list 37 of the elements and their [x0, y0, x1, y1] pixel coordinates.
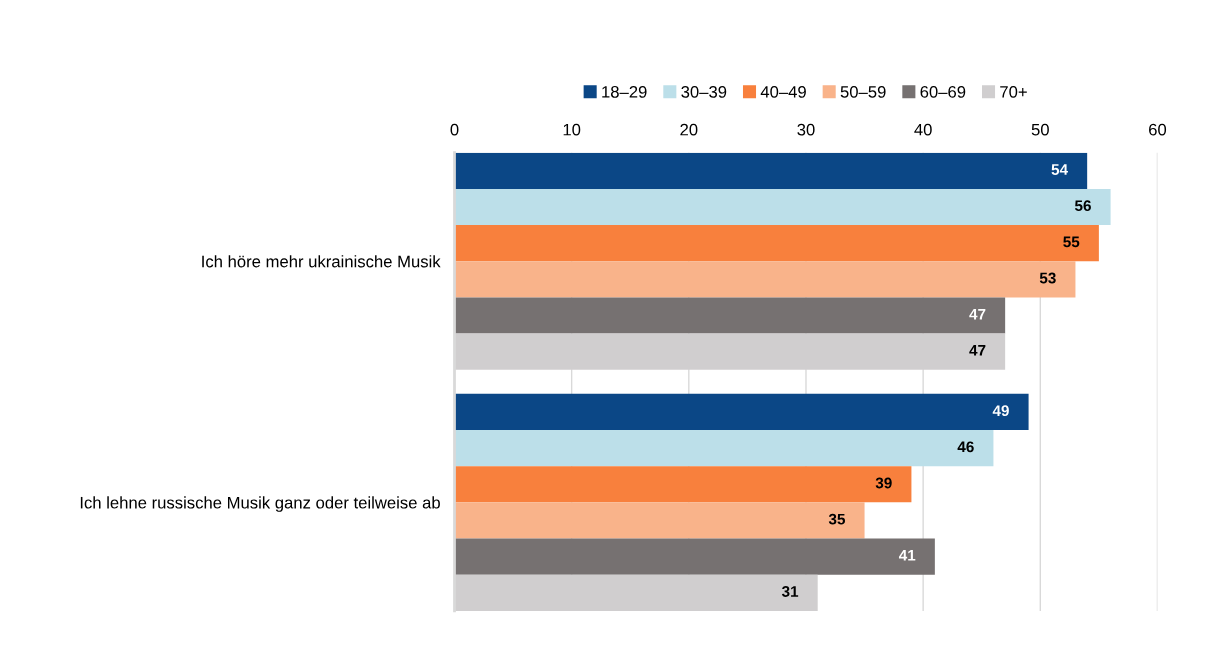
data-label: 54 [1051, 164, 1068, 175]
data-label: 55 [1063, 236, 1080, 248]
data-label: 31 [781, 586, 799, 597]
x-tick-label: 0 [450, 123, 459, 136]
bar [454, 225, 1099, 262]
x-tick-label: 40 [914, 123, 932, 136]
x-tick-label: 20 [680, 123, 698, 136]
y-tick-label: Ich lehne russische Musik ganz oder teilweise ab [80, 496, 440, 512]
legend-label: 18–29 [602, 85, 647, 98]
x-tick-label: 60 [1149, 123, 1167, 136]
data-label: 41 [898, 550, 916, 561]
data-label: 47 [969, 308, 986, 320]
legend-label: 70+ [1000, 85, 1027, 98]
data-label: 35 [828, 513, 846, 525]
bar [454, 261, 1076, 298]
data-label: 46 [957, 441, 974, 453]
bar [454, 152, 1088, 189]
bar [454, 538, 935, 575]
data-label: 49 [992, 405, 1009, 417]
x-tick-label: 10 [563, 123, 581, 136]
data-label: 53 [1039, 272, 1056, 284]
data-label: 56 [1074, 200, 1091, 212]
data-label: 39 [875, 477, 892, 489]
legend-label: 40–49 [760, 85, 806, 98]
bar [454, 430, 994, 467]
bar [454, 466, 912, 503]
bar [454, 502, 865, 539]
x-tick-label: 30 [797, 123, 815, 136]
data-label: 47 [969, 345, 986, 356]
y-tick-label: Ich höre mehr ukrainische Musik [202, 255, 441, 268]
legend-label: 60–69 [920, 85, 966, 98]
x-tick-label: 50 [1031, 123, 1049, 136]
bar [454, 188, 1111, 226]
legend-label: 50–59 [840, 85, 886, 98]
bar [454, 393, 1029, 431]
bar [454, 297, 1006, 334]
legend-label: 30–39 [681, 85, 727, 98]
